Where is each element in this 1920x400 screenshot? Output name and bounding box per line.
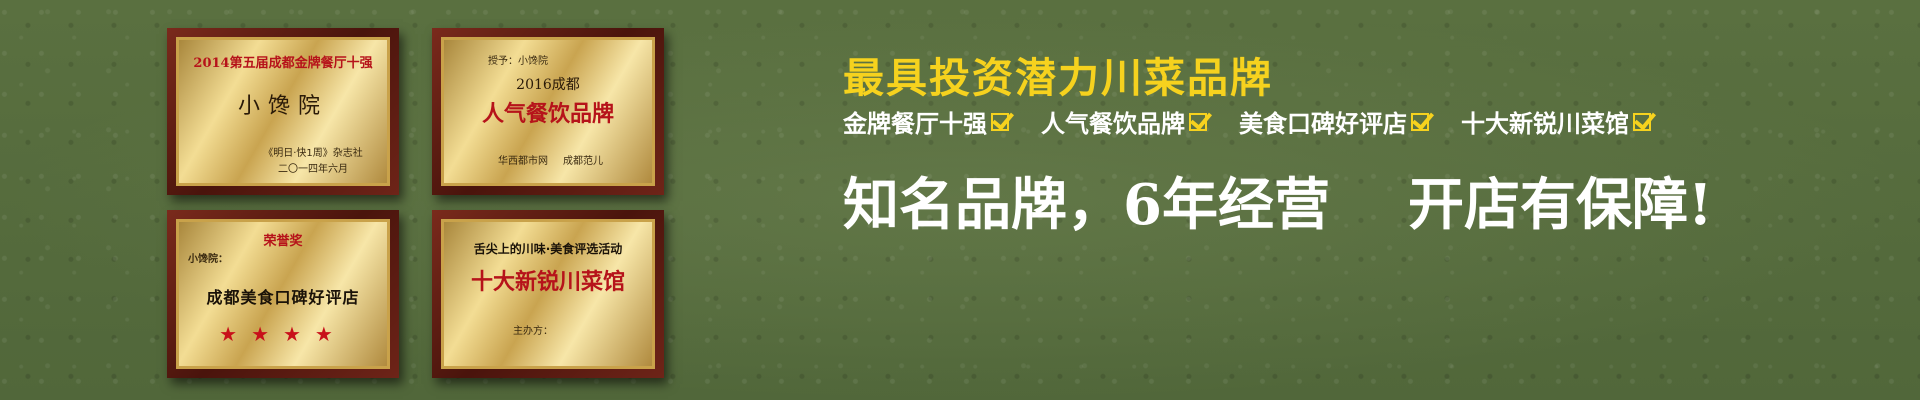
- check-item-label: 美食口碑好评店: [1239, 109, 1407, 138]
- check-item-sichuan-restaurant: 十大新锐川菜馆: [1461, 104, 1651, 139]
- slogan: 知名品牌，6年经营 开店有保障!: [843, 160, 1713, 241]
- check-item-golden-restaurant: 金牌餐厅十强: [843, 104, 1009, 139]
- plaque-date: 二〇一四年六月: [278, 164, 348, 175]
- plaque-award-title: 十大新锐川菜馆: [470, 269, 625, 295]
- plaque-event-title: 舌尖上的川味·美食评选活动: [473, 242, 623, 256]
- award-plaque-sichuan-restaurant: 舌尖上的川味·美食评选活动 十大新锐川菜馆 主办方：: [432, 210, 664, 378]
- plaque-issuer-secondary: 成都范儿: [563, 156, 603, 167]
- plaque-award-heading: 荣誉奖: [263, 234, 303, 249]
- check-item-label: 十大新锐川菜馆: [1461, 109, 1629, 138]
- plaque-award-title: 2014第五届成都金牌餐厅十强: [193, 56, 373, 71]
- award-plaque-popular-brand: 授予：小馋院 2016成都 人气餐饮品牌 华西都市网 成都范儿: [432, 28, 664, 195]
- plaque-year: 2016成都: [516, 77, 580, 93]
- plaque-recipient: 小馋院：: [188, 254, 228, 265]
- check-item-label: 金牌餐厅十强: [843, 109, 987, 138]
- checkbox-icon: [1411, 112, 1429, 131]
- checkbox-icon: [1633, 112, 1651, 131]
- plaque-gold-panel: 授予：小馋院 2016成都 人气餐饮品牌 华西都市网 成都范儿: [441, 37, 655, 186]
- plaque-award-title: 人气餐饮品牌: [481, 101, 614, 127]
- plaque-recipient: 授予：小馋院: [488, 56, 548, 67]
- check-item-food-review: 美食口碑好评店: [1239, 104, 1429, 139]
- plaque-gold-panel: 舌尖上的川味·美食评选活动 十大新锐川菜馆 主办方：: [441, 219, 655, 369]
- plaque-issuer: 《明日·快1周》杂志社: [263, 148, 363, 159]
- slogan-part-brand: 知名品牌，6年经营: [843, 172, 1330, 238]
- plaque-gold-panel: 2014第五届成都金牌餐厅十强 小馋院 《明日·快1周》杂志社 二〇一四年六月: [176, 37, 390, 186]
- check-item-label: 人气餐饮品牌: [1041, 109, 1185, 138]
- plaque-issuer: 华西都市网: [498, 156, 548, 167]
- award-plaque-food-review: 荣誉奖 小馋院： 成都美食口碑好评店 ★★★★: [167, 210, 399, 378]
- check-item-popular-brand: 人气餐饮品牌: [1041, 104, 1207, 139]
- checkbox-icon: [991, 112, 1009, 131]
- award-plaque-golden-restaurant: 2014第五届成都金牌餐厅十强 小馋院 《明日·快1周》杂志社 二〇一四年六月: [167, 28, 399, 195]
- plaque-award-title: 成都美食口碑好评店: [206, 288, 360, 307]
- plaque-organizer: 主办方：: [513, 326, 553, 337]
- plaque-gold-panel: 荣誉奖 小馋院： 成都美食口碑好评店 ★★★★: [176, 219, 390, 369]
- slogan-part-guarantee: 开店有保障!: [1407, 172, 1713, 238]
- star-rating-icon: ★★★★: [219, 322, 347, 346]
- headline: 最具投资潜力川菜品牌: [843, 54, 1273, 102]
- checkbox-icon: [1189, 112, 1207, 131]
- feature-checklist: 金牌餐厅十强 人气餐饮品牌 美食口碑好评店 十大新锐川菜馆: [843, 104, 1651, 139]
- plaque-restaurant-name: 小馋院: [237, 94, 328, 119]
